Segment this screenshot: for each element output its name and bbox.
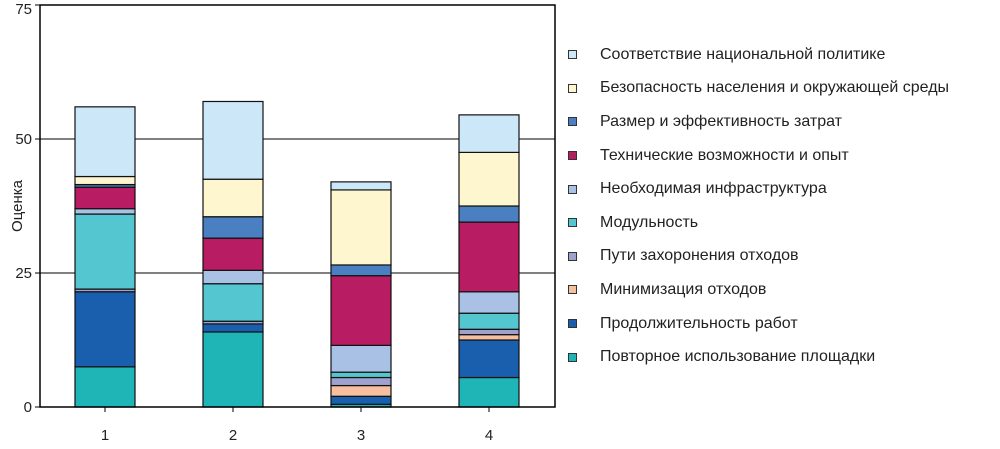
bar-segment xyxy=(458,376,520,408)
legend-label: Технические возможности и опыт xyxy=(600,146,849,164)
bar-segment xyxy=(330,264,392,277)
legend-label: Необходимая инфраструктура xyxy=(600,180,827,198)
legend-label: Повторное использование площадки xyxy=(600,348,876,366)
bar-segment xyxy=(330,181,392,191)
legend-item: Технические возможности и опыт xyxy=(568,139,998,173)
legend-item: Размер и эффективность затрат xyxy=(568,105,998,139)
bar-segment xyxy=(202,331,264,408)
x-tick-label: 2 xyxy=(229,427,237,444)
legend-label: Продолжительность работ xyxy=(600,314,798,332)
bar-segment xyxy=(458,339,520,379)
bar-segment xyxy=(74,186,136,210)
bar-segment xyxy=(458,205,520,223)
legend-swatch xyxy=(568,218,577,228)
legend-label: Безопасность населения и окружающей сред… xyxy=(600,79,950,97)
bar-segment xyxy=(202,216,264,239)
x-tick-labels: 1 2 3 4 xyxy=(101,407,493,444)
bar-segment xyxy=(202,283,264,322)
legend-swatch xyxy=(568,285,577,295)
legend-swatch xyxy=(568,251,577,261)
bar-segment xyxy=(330,376,392,387)
bar-segment xyxy=(330,344,392,373)
legend-item: Необходимая инфраструктура xyxy=(568,172,998,206)
y-tick-label: 75 xyxy=(15,1,32,18)
y-tick-label: 0 xyxy=(24,399,32,416)
x-tick-label: 1 xyxy=(101,427,109,444)
bar-segment xyxy=(458,334,520,341)
legend-swatch xyxy=(568,50,577,60)
legend-swatch xyxy=(568,319,577,329)
legend-swatch xyxy=(568,151,577,161)
bar-segment xyxy=(202,323,264,333)
legend-label: Пути захоронения отходов xyxy=(600,247,799,265)
bar-segment xyxy=(458,291,520,314)
bar-segment xyxy=(74,106,136,178)
bar-segment xyxy=(330,371,392,379)
legend-label: Соответствие национальной политике xyxy=(600,45,886,63)
bar-segment xyxy=(74,213,136,290)
bar-segment xyxy=(458,312,520,330)
legend: Соответствие национальной политике Безопа… xyxy=(568,38,998,374)
bar-segment xyxy=(458,221,520,293)
legend-swatch xyxy=(568,83,577,93)
bar-segment xyxy=(330,275,392,346)
legend-item: Продолжительность работ xyxy=(568,307,998,341)
legend-swatch xyxy=(568,352,577,362)
bar-segment xyxy=(74,208,136,215)
y-tick-label: 50 xyxy=(15,131,32,148)
legend-item: Модульность xyxy=(568,206,998,240)
x-tick-label: 3 xyxy=(357,427,365,444)
bar-segment xyxy=(74,291,136,368)
bar-segment xyxy=(330,395,392,405)
bar-segment xyxy=(458,114,520,153)
legend-swatch xyxy=(568,117,577,127)
legend-item: Соответствие национальной политике xyxy=(568,38,998,72)
legend-item: Минимизация отходов xyxy=(568,273,998,307)
bar-segment xyxy=(74,366,136,408)
bars xyxy=(74,100,520,408)
legend-label: Модульность xyxy=(600,213,699,231)
bar-segment xyxy=(330,384,392,397)
bar-segment xyxy=(202,178,264,218)
legend-swatch xyxy=(568,184,577,194)
y-tick-label: 25 xyxy=(15,265,32,282)
bar-segment xyxy=(458,328,520,336)
bar-segment xyxy=(458,151,520,207)
y-tick-labels: 0 25 50 75 xyxy=(15,1,40,416)
bar-segment xyxy=(202,100,264,180)
bar-segment xyxy=(202,237,264,271)
bar-segment xyxy=(202,269,264,285)
legend-item: Повторное использование площадки xyxy=(568,340,998,374)
legend-item: Безопасность населения и окружающей сред… xyxy=(568,72,998,106)
legend-label: Размер и эффективность затрат xyxy=(600,112,842,130)
legend-item: Пути захоронения отходов xyxy=(568,240,998,274)
legend-label: Минимизация отходов xyxy=(600,280,767,298)
bar-segment xyxy=(74,175,136,186)
x-tick-label: 4 xyxy=(485,427,493,444)
y-axis-title: Оценка xyxy=(9,179,26,232)
plot-frame xyxy=(39,4,556,408)
stacked-bar-chart: 0 25 50 75 1 2 3 4 Оценка xyxy=(9,1,556,444)
bar-segment xyxy=(330,189,392,266)
axes xyxy=(39,4,556,408)
